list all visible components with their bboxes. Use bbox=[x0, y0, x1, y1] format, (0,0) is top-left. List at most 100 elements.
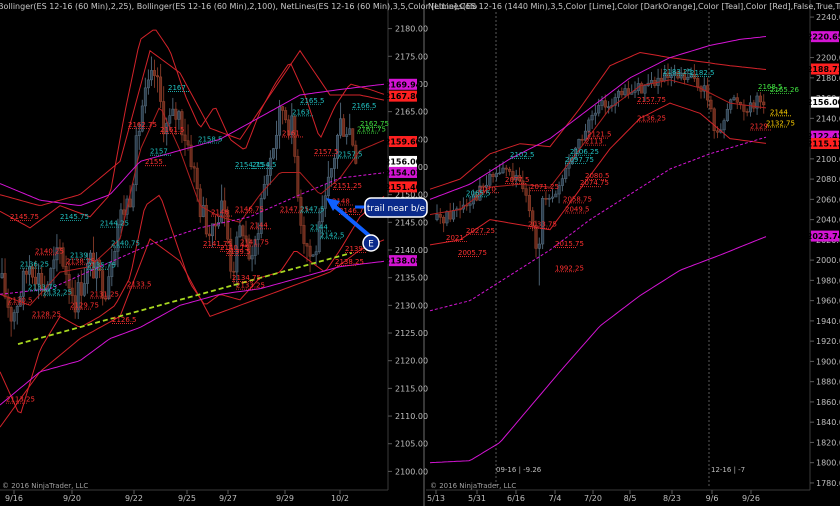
right-candle-body bbox=[435, 214, 439, 220]
left-candle-body bbox=[146, 79, 150, 89]
callout-box bbox=[364, 197, 428, 218]
left-price-badge-box bbox=[389, 166, 417, 178]
left-y-tick-label: 2175.00 bbox=[395, 52, 428, 61]
right-candle-body bbox=[755, 95, 759, 109]
left-candle-body bbox=[296, 156, 300, 198]
right-y-tick-label: 1860.00 bbox=[816, 398, 840, 407]
bollinger-lower-25-alt bbox=[0, 238, 385, 428]
callout-text: trail near b/e bbox=[367, 204, 426, 214]
left-x-tick-label: 9/25 bbox=[178, 494, 196, 503]
left-price-badge-label: 2156.00 bbox=[385, 157, 422, 166]
left-candle-body bbox=[192, 166, 196, 169]
left-level-label: 2147.25 bbox=[280, 205, 309, 213]
left-price-badge-label: 2167.80 bbox=[385, 92, 422, 101]
left-candle-body bbox=[320, 208, 324, 223]
left-candle-body bbox=[323, 195, 327, 209]
left-candle-body bbox=[204, 205, 208, 235]
left-candle-body bbox=[201, 205, 205, 217]
right-candle-body bbox=[514, 175, 518, 181]
left-level-label: 2133.25 bbox=[236, 282, 265, 290]
right-candle-body bbox=[597, 105, 601, 114]
left-level-label: 2113.25 bbox=[6, 396, 35, 404]
left-level-label: 2133.75 bbox=[28, 283, 57, 291]
left-candle-body bbox=[305, 243, 309, 247]
right-candle-body bbox=[491, 173, 495, 177]
left-y-tick-label: 2165.00 bbox=[395, 108, 428, 117]
right-x-tick-label: 9/6 bbox=[706, 494, 719, 503]
right-price-badge-box bbox=[811, 130, 839, 142]
left-candle-body bbox=[189, 144, 193, 167]
right-y-tick-label: 2240.00 bbox=[816, 13, 840, 22]
left-level-label: 2157.5 bbox=[314, 148, 339, 156]
left-y-tick-label: 2120.00 bbox=[395, 357, 428, 366]
left-candle-body bbox=[244, 235, 248, 240]
left-level-label: 2145.75 bbox=[60, 213, 89, 221]
right-y-tick-label: 1820.00 bbox=[816, 438, 840, 447]
left-candle-body bbox=[137, 130, 141, 136]
left-y-tick-label: 2150.00 bbox=[395, 191, 428, 200]
right-bollinger-lower bbox=[429, 102, 767, 246]
left-level-label: 2154.75 bbox=[235, 161, 264, 169]
left-level-label: 2129.75 bbox=[70, 302, 99, 310]
right-price-badge-box bbox=[811, 230, 839, 242]
right-level-label: 2132.75 bbox=[766, 119, 795, 127]
left-level-label: 2133.5 bbox=[127, 281, 152, 289]
left-y-tick-label: 2135.00 bbox=[395, 274, 428, 283]
left-candle-body bbox=[107, 276, 111, 299]
right-candle-body bbox=[603, 100, 607, 108]
left-x-tick-label: 9/29 bbox=[276, 494, 294, 503]
right-price-badge-label: 2188.71 bbox=[807, 65, 840, 74]
right-price-badge-label: 2023.74 bbox=[807, 232, 840, 241]
left-price-badge-box bbox=[389, 78, 417, 90]
right-x-tick-label: 7/20 bbox=[584, 494, 602, 503]
right-level-label: 2033.75 bbox=[528, 221, 557, 229]
left-indicator-header: Bollinger(ES 12-16 (60 Min),2,25), Bolli… bbox=[0, 2, 477, 11]
left-candle-body bbox=[226, 209, 230, 240]
right-candle-body bbox=[686, 76, 690, 80]
left-level-label: 2132.25 bbox=[43, 288, 72, 296]
right-level-label: 2015.75 bbox=[555, 240, 584, 248]
left-level-label: 2146.75 bbox=[339, 207, 368, 215]
right-price-badge-label: 2115.13 bbox=[807, 140, 840, 149]
left-candle-body bbox=[92, 252, 95, 279]
callout-arrow-line bbox=[330, 202, 374, 240]
left-y-tick-label: 2100.00 bbox=[395, 467, 428, 476]
right-bollinger100-upper bbox=[429, 36, 767, 200]
left-level-label: 2161 bbox=[282, 129, 300, 137]
right-level-label: 2102.5 bbox=[510, 151, 535, 159]
left-level-label: 2144 bbox=[310, 224, 328, 232]
right-price-badge-box bbox=[811, 96, 839, 108]
left-candle-body bbox=[333, 158, 336, 169]
right-candle-body bbox=[534, 225, 538, 249]
right-candle-body bbox=[673, 71, 677, 75]
left-candle-body bbox=[12, 312, 16, 322]
right-candle-body bbox=[498, 172, 502, 175]
left-y-tick-label: 2130.00 bbox=[395, 301, 428, 310]
left-level-label: 2144.25 bbox=[100, 220, 129, 228]
left-level-label: 2135.75 bbox=[87, 262, 116, 270]
right-candle-body bbox=[745, 111, 749, 113]
left-candle-body bbox=[15, 306, 19, 313]
left-candle-body bbox=[79, 282, 83, 296]
right-candle-body bbox=[468, 203, 472, 206]
left-candle-body bbox=[34, 276, 37, 285]
left-price-badge-label: 2169.94 bbox=[385, 80, 422, 89]
left-candle-body bbox=[40, 273, 44, 290]
right-level-label: 2144 bbox=[770, 108, 788, 116]
left-candle-body bbox=[253, 239, 257, 256]
bollinger-mid-25 bbox=[0, 107, 385, 306]
right-y-tick-label: 2080.00 bbox=[816, 175, 840, 184]
left-candle-body bbox=[195, 167, 199, 190]
callout-arrow-head bbox=[326, 198, 340, 211]
left-level-label: 2161.5 bbox=[160, 126, 185, 134]
right-chart-layer: 2240.002220.002200.002180.002160.002140.… bbox=[427, 12, 840, 503]
right-level-label: 2121.5 bbox=[587, 131, 612, 139]
left-candle-body bbox=[287, 119, 291, 135]
right-candle-body bbox=[762, 101, 766, 106]
right-candle-body bbox=[537, 243, 541, 249]
right-y-tick-label: 2100.00 bbox=[816, 155, 840, 164]
left-level-label: 2139.75 bbox=[345, 245, 374, 253]
left-level-label: 2147.5 bbox=[300, 205, 325, 213]
left-candle-body bbox=[70, 287, 74, 296]
